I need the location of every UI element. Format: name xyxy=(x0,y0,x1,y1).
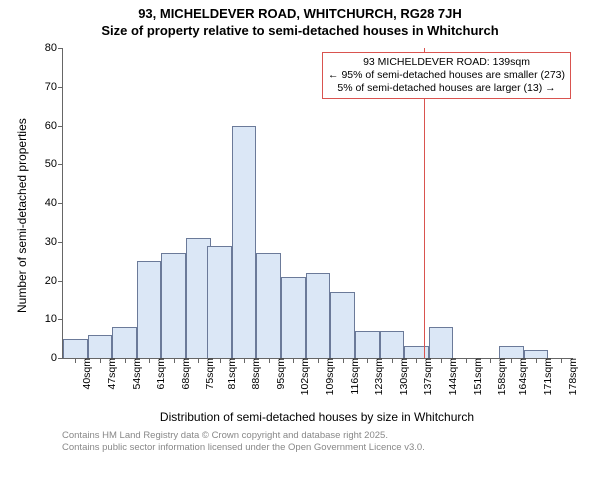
histogram-bar xyxy=(161,253,186,358)
x-tick-mark xyxy=(511,358,512,363)
x-tick-mark xyxy=(149,358,150,363)
x-tick-label: 75sqm xyxy=(202,358,216,390)
y-tick-mark xyxy=(58,87,63,88)
title-line-1: 93, MICHELDEVER ROAD, WHITCHURCH, RG28 7… xyxy=(0,6,600,23)
x-tick-label: 123sqm xyxy=(371,358,385,395)
plot-area: 0102030405060708040sqm47sqm54sqm61sqm68s… xyxy=(62,48,573,359)
x-tick-mark xyxy=(269,358,270,363)
x-tick-label: 47sqm xyxy=(104,358,118,390)
histogram-bar xyxy=(137,261,162,358)
attribution-text: Contains HM Land Registry data © Crown c… xyxy=(62,430,425,454)
x-tick-label: 164sqm xyxy=(515,358,529,395)
x-tick-mark xyxy=(367,358,368,363)
attribution-line-2: Contains public sector information licen… xyxy=(62,442,425,454)
x-tick-label: 151sqm xyxy=(470,358,484,395)
x-tick-mark xyxy=(536,358,537,363)
annotation-line: ← 95% of semi-detached houses are smalle… xyxy=(328,69,565,82)
x-tick-mark xyxy=(75,358,76,363)
x-tick-mark xyxy=(100,358,101,363)
histogram-bar xyxy=(380,331,405,358)
y-tick-mark xyxy=(58,126,63,127)
histogram-bar xyxy=(112,327,137,358)
y-tick-mark xyxy=(58,203,63,204)
histogram-bar xyxy=(88,335,113,358)
x-tick-mark xyxy=(416,358,417,363)
chart-container: 0102030405060708040sqm47sqm54sqm61sqm68s… xyxy=(0,44,600,444)
y-tick-mark xyxy=(58,358,63,359)
y-axis-label: Number of semi-detached properties xyxy=(15,118,29,313)
x-axis-label: Distribution of semi-detached houses by … xyxy=(62,410,572,424)
x-tick-label: 116sqm xyxy=(347,358,361,395)
x-tick-mark xyxy=(125,358,126,363)
x-tick-mark xyxy=(293,358,294,363)
x-tick-mark xyxy=(490,358,491,363)
histogram-bar xyxy=(330,292,355,358)
histogram-bar xyxy=(63,339,88,358)
x-tick-label: 178sqm xyxy=(565,358,579,395)
x-tick-label: 68sqm xyxy=(178,358,192,390)
x-tick-label: 171sqm xyxy=(540,358,554,395)
annotation-box: 93 MICHELDEVER ROAD: 139sqm← 95% of semi… xyxy=(322,52,571,99)
x-tick-label: 81sqm xyxy=(224,358,238,390)
x-tick-label: 40sqm xyxy=(79,358,93,390)
histogram-bar xyxy=(232,126,257,359)
annotation-line: 5% of semi-detached houses are larger (1… xyxy=(328,82,565,95)
x-tick-label: 130sqm xyxy=(396,358,410,395)
title-line-2: Size of property relative to semi-detach… xyxy=(0,23,600,40)
y-tick-mark xyxy=(58,281,63,282)
x-tick-label: 102sqm xyxy=(297,358,311,395)
histogram-bar xyxy=(429,327,454,358)
histogram-bar xyxy=(207,246,232,358)
x-tick-mark xyxy=(392,358,393,363)
x-tick-label: 109sqm xyxy=(322,358,336,395)
histogram-bar xyxy=(355,331,380,358)
x-tick-mark xyxy=(198,358,199,363)
x-tick-mark xyxy=(343,358,344,363)
y-tick-mark xyxy=(58,242,63,243)
histogram-bar xyxy=(256,253,281,358)
y-tick-mark xyxy=(58,164,63,165)
histogram-bar xyxy=(281,277,306,358)
y-tick-mark xyxy=(58,319,63,320)
x-tick-label: 88sqm xyxy=(248,358,262,390)
x-tick-label: 158sqm xyxy=(494,358,508,395)
y-tick-mark xyxy=(58,48,63,49)
x-tick-mark xyxy=(174,358,175,363)
x-tick-label: 61sqm xyxy=(153,358,167,390)
attribution-line-1: Contains HM Land Registry data © Crown c… xyxy=(62,430,425,442)
x-tick-mark xyxy=(466,358,467,363)
histogram-bar xyxy=(524,350,549,358)
x-tick-label: 144sqm xyxy=(445,358,459,395)
histogram-bar xyxy=(499,346,524,358)
x-tick-mark xyxy=(220,358,221,363)
annotation-line: 93 MICHELDEVER ROAD: 139sqm xyxy=(328,56,565,69)
x-tick-label: 95sqm xyxy=(273,358,287,390)
chart-title: 93, MICHELDEVER ROAD, WHITCHURCH, RG28 7… xyxy=(0,0,600,40)
x-tick-label: 54sqm xyxy=(129,358,143,390)
x-tick-label: 137sqm xyxy=(420,358,434,395)
x-tick-mark xyxy=(561,358,562,363)
histogram-bar xyxy=(306,273,331,358)
x-tick-mark xyxy=(441,358,442,363)
x-tick-mark xyxy=(244,358,245,363)
x-tick-mark xyxy=(318,358,319,363)
histogram-bar xyxy=(404,346,429,358)
